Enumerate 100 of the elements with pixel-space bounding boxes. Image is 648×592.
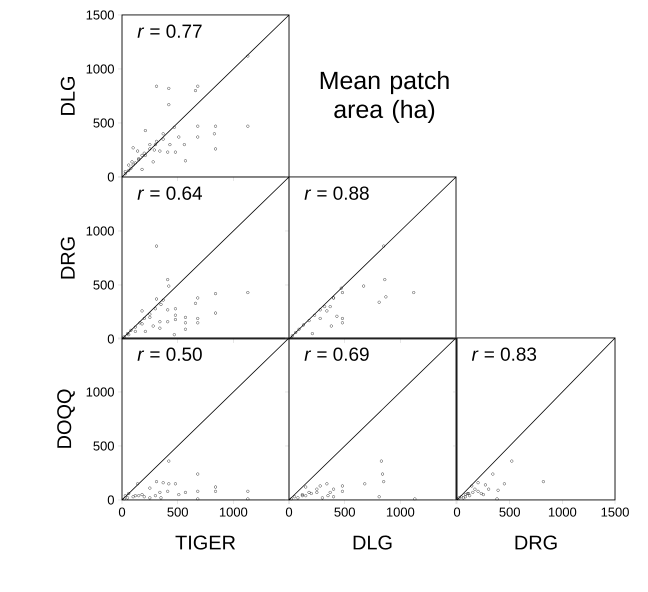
point bbox=[542, 480, 545, 484]
point bbox=[196, 316, 200, 320]
point bbox=[214, 312, 218, 315]
point bbox=[124, 172, 127, 176]
point bbox=[464, 495, 467, 498]
point bbox=[168, 143, 172, 146]
point bbox=[162, 298, 165, 302]
point bbox=[340, 286, 343, 290]
annotation: r = 0.69 bbox=[304, 347, 369, 361]
point bbox=[196, 497, 200, 500]
point bbox=[158, 326, 162, 330]
point bbox=[323, 305, 326, 308]
point bbox=[315, 490, 318, 494]
point bbox=[167, 482, 170, 486]
point bbox=[476, 490, 480, 493]
point bbox=[148, 496, 152, 500]
point bbox=[174, 150, 177, 154]
point bbox=[304, 494, 308, 498]
point bbox=[142, 495, 146, 498]
point bbox=[413, 497, 416, 500]
point bbox=[148, 486, 152, 490]
x-axis-title: DRG bbox=[516, 536, 557, 550]
point bbox=[159, 302, 162, 306]
point bbox=[154, 307, 157, 310]
point bbox=[148, 143, 152, 146]
point bbox=[487, 488, 490, 491]
point bbox=[136, 482, 140, 486]
annotation: r = 0.77 bbox=[138, 24, 202, 38]
point bbox=[308, 319, 311, 322]
point bbox=[476, 481, 480, 484]
point bbox=[214, 147, 218, 150]
x-tick-label: 0 bbox=[118, 508, 126, 517]
point bbox=[154, 143, 157, 146]
point bbox=[332, 495, 336, 498]
point bbox=[148, 312, 152, 316]
point bbox=[196, 296, 200, 300]
point bbox=[127, 164, 130, 167]
point bbox=[155, 84, 158, 88]
point bbox=[318, 316, 322, 320]
point bbox=[159, 496, 162, 500]
x-tick-label: 0 bbox=[454, 508, 460, 517]
point bbox=[382, 480, 386, 484]
x-tick-label: 1500 bbox=[602, 508, 629, 517]
y-tick-label: 1500 bbox=[86, 10, 114, 20]
point bbox=[340, 490, 344, 493]
x-tick-label: 500 bbox=[334, 508, 355, 517]
point bbox=[152, 324, 155, 328]
x-axis-title: DLG bbox=[354, 536, 392, 550]
y-tick-label: 500 bbox=[93, 441, 114, 451]
point bbox=[162, 132, 165, 136]
point bbox=[126, 496, 130, 500]
point bbox=[496, 488, 500, 492]
point bbox=[122, 497, 126, 500]
point bbox=[177, 493, 180, 496]
point bbox=[184, 490, 187, 494]
point bbox=[381, 472, 384, 476]
point bbox=[335, 314, 338, 318]
point bbox=[320, 496, 324, 500]
point bbox=[132, 146, 135, 150]
point bbox=[293, 495, 296, 498]
point bbox=[384, 295, 388, 298]
point bbox=[140, 493, 144, 496]
x-tick-label: 500 bbox=[499, 508, 520, 517]
point bbox=[318, 484, 322, 488]
point bbox=[152, 160, 155, 164]
point bbox=[124, 494, 127, 498]
point bbox=[214, 490, 218, 493]
point bbox=[142, 316, 146, 320]
point bbox=[127, 169, 130, 172]
point bbox=[304, 486, 308, 489]
point bbox=[162, 138, 165, 141]
point bbox=[464, 493, 467, 496]
point bbox=[174, 318, 177, 322]
point bbox=[184, 328, 187, 331]
point bbox=[194, 89, 197, 92]
y-axis-title: DLG bbox=[60, 77, 75, 115]
point bbox=[318, 308, 322, 312]
annotation: r = 0.50 bbox=[138, 347, 202, 361]
point bbox=[182, 143, 186, 146]
point bbox=[362, 284, 366, 288]
point bbox=[315, 488, 318, 491]
point bbox=[140, 154, 144, 157]
point bbox=[290, 334, 294, 338]
point bbox=[158, 150, 162, 153]
point bbox=[246, 124, 250, 128]
point bbox=[155, 140, 158, 143]
point bbox=[196, 490, 200, 493]
point bbox=[162, 481, 165, 484]
point bbox=[332, 488, 336, 491]
x-tick-label: 1000 bbox=[220, 508, 248, 517]
point bbox=[328, 305, 332, 308]
point bbox=[172, 333, 176, 336]
point bbox=[155, 298, 158, 301]
point bbox=[214, 124, 218, 128]
point bbox=[158, 490, 162, 494]
point bbox=[325, 482, 328, 486]
y-tick-label: 1000 bbox=[86, 387, 114, 397]
point bbox=[134, 494, 137, 498]
point bbox=[177, 136, 180, 139]
point bbox=[382, 244, 386, 248]
